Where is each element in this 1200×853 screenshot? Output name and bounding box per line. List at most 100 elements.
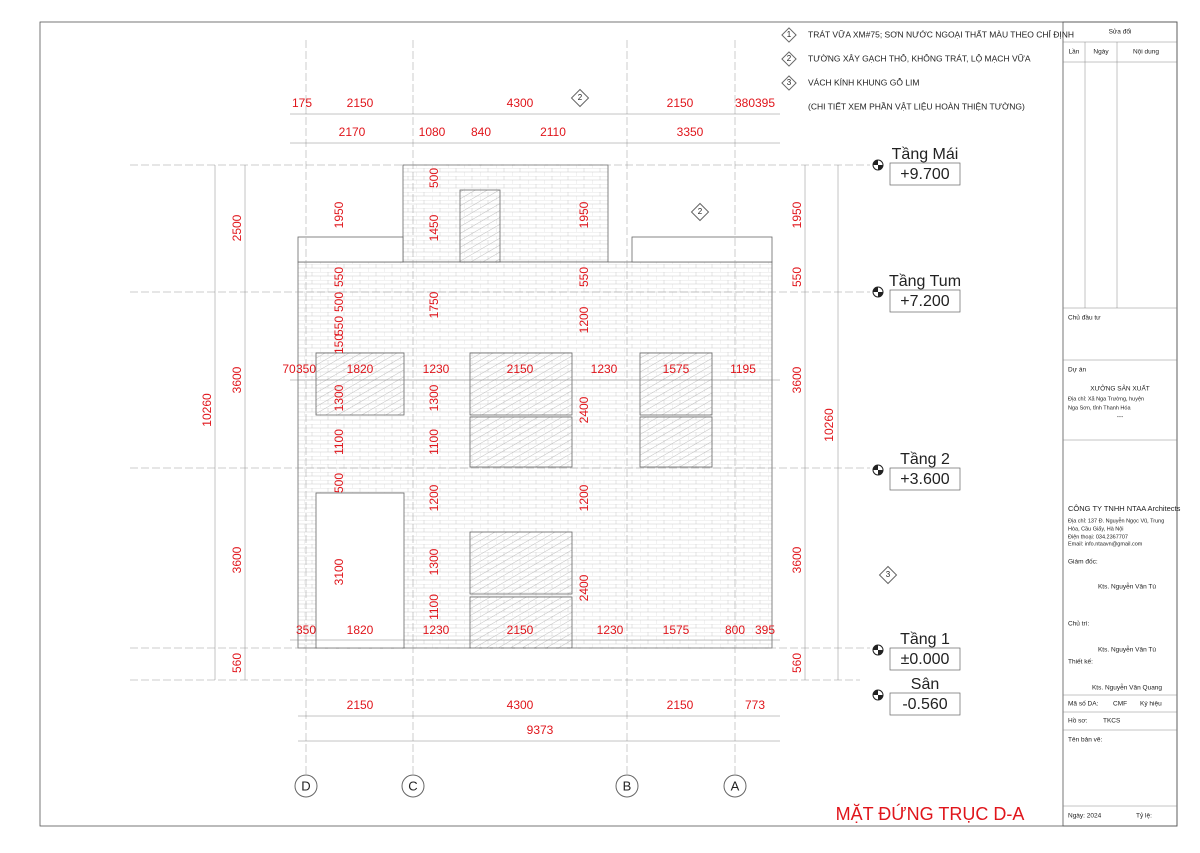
dimension-label: 2500 [230, 214, 244, 241]
title-block-text: Ngày [1093, 49, 1109, 56]
title-block-text: Hồ sơ: [1068, 716, 1088, 725]
title-block-text: --- [1117, 414, 1124, 421]
dimension-label: 1820 [347, 362, 374, 376]
level-elevation: +9.700 [900, 166, 949, 183]
dimension-label: 4300 [507, 698, 534, 712]
dimension-label: 1950 [577, 201, 591, 228]
dimension-label: 840 [471, 125, 491, 139]
dimension-label: 2150 [507, 623, 534, 637]
level-box [889, 467, 961, 491]
tag-label: 2 [698, 207, 703, 216]
title-block-lines [1063, 41, 1177, 807]
dimension-label: 1820 [347, 623, 374, 637]
level-box [889, 289, 961, 313]
dimension-lines [214, 113, 839, 742]
axis-label: C [408, 778, 417, 793]
title-block-text: Địa chỉ: 137 Đ. Nguyễn Ngọc Vũ, Trung [1068, 517, 1164, 524]
dimension-label: 1230 [423, 362, 450, 376]
dimension-label: 3100 [332, 558, 346, 585]
dimension-label: 550 [332, 267, 346, 287]
dimension-label: 2150 [507, 362, 534, 376]
dimension-label: 380 [735, 96, 755, 110]
title-block-text: Dự án [1068, 367, 1086, 374]
title-block-text: Hòa, Cầu Giấy, Hà Nội [1068, 526, 1124, 532]
level-name: Tầng 1 [900, 631, 950, 648]
dimension-label: 2400 [577, 574, 591, 601]
dimension-label: 1200 [577, 306, 591, 333]
dimension-label: 1200 [577, 484, 591, 511]
dimension-label: 1100 [427, 429, 441, 455]
dimension-label: 560 [790, 653, 804, 673]
tag-label: 2 [578, 93, 583, 102]
note-footer: (CHI TIẾT XEM PHẦN VẬT LIỆU HOÀN THIỆN T… [808, 101, 1025, 111]
note-marker-label: 1 [787, 30, 792, 39]
dimension-label: 1450 [427, 214, 441, 241]
level-marker [873, 645, 883, 655]
note-marker [781, 27, 797, 43]
building [297, 164, 773, 649]
tag-label: 3 [886, 570, 891, 579]
dimension-label: 500 [427, 168, 441, 188]
title-block-text: Chủ trì: [1068, 620, 1090, 628]
dimension-label: 350 [296, 362, 316, 376]
dimension-label: 3350 [677, 125, 704, 139]
dimension-label: 395 [755, 96, 775, 110]
title-block-text: Mã số DA: [1068, 699, 1099, 708]
level-name: Tầng Tum [889, 273, 961, 290]
note-text: TƯỜNG XÂY GẠCH THÔ, KHÔNG TRÁT, LỘ MẠCH … [808, 53, 1031, 63]
level-marker [873, 465, 883, 475]
level-marker [873, 287, 883, 297]
level-elevation: ±0.000 [901, 651, 950, 668]
dimension-label: 1950 [332, 201, 346, 228]
dimension-label: 150 [332, 334, 346, 354]
dimension-label: 175 [292, 96, 312, 110]
dimension-label: 550 [790, 267, 804, 287]
dimension-label: 3600 [790, 366, 804, 393]
dimension-label: 350 [296, 623, 316, 637]
tag [878, 565, 898, 585]
axis-bubble [723, 774, 747, 798]
dimension-label: 9373 [527, 723, 554, 737]
level-name: Tầng 2 [900, 451, 950, 468]
dimension-label: 1230 [591, 362, 618, 376]
dimension-label: 1200 [427, 484, 441, 511]
title-block-text: Tỷ lệ: [1136, 813, 1152, 820]
tag [570, 88, 590, 108]
title-block-text: Nga Sơn, tỉnh Thanh Hóa [1068, 404, 1131, 411]
dimension-label: 550 [332, 316, 346, 336]
level-box [889, 162, 961, 186]
level-elevation: +7.200 [900, 293, 949, 310]
dimension-label: 500 [332, 292, 346, 312]
dimension-label: 560 [230, 653, 244, 673]
level-marker [873, 690, 883, 700]
dimension-label: 10260 [200, 393, 214, 427]
title-block-text: CMF [1113, 701, 1127, 708]
axis-label: A [731, 778, 740, 793]
level-elevation: +3.600 [900, 471, 949, 488]
title-block-text: Ký hiệu [1140, 701, 1162, 708]
title-block-text: XƯỞNG SẢN XUẤT [1090, 383, 1150, 393]
dimension-label: 1100 [427, 594, 441, 620]
title-block-text: Kts. Nguyễn Văn Tú [1098, 645, 1156, 654]
dimension-label: 1300 [427, 548, 441, 575]
tag [690, 202, 710, 222]
dimension-label: 2150 [347, 698, 374, 712]
title-block-text: Điện thoại: 034.2367707 [1068, 534, 1128, 540]
dimension-label: 550 [577, 267, 591, 287]
title-block-text: Ngày: 2024 [1068, 813, 1102, 820]
dimension-label: 395 [755, 623, 775, 637]
title-block-text: Email: info.ntaavn@gmail.com [1068, 541, 1143, 547]
note-marker-label: 2 [787, 54, 792, 63]
title-block-text: Nội dung [1133, 49, 1159, 56]
dimension-label: 773 [745, 698, 765, 712]
dimension-label: 1750 [427, 291, 441, 318]
dimension-label: 1080 [419, 125, 446, 139]
dimension-label: 2150 [667, 96, 694, 110]
dimension-label: 3600 [790, 546, 804, 573]
dimension-label: 3600 [230, 546, 244, 573]
drawing-title: MẶT ĐỨNG TRỤC D-A [836, 803, 1025, 824]
dimension-label: 500 [332, 473, 346, 493]
axis-bubble [401, 774, 425, 798]
level-name: Tầng Mái [892, 146, 959, 163]
